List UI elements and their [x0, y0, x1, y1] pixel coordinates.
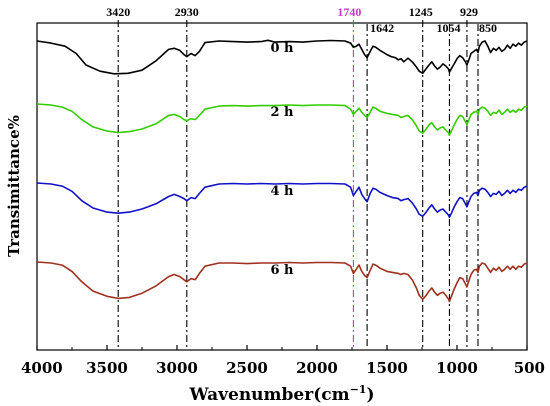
series-label-3: 6 h: [270, 263, 294, 278]
x-tick-label-1: 3500: [86, 359, 128, 377]
series-label-2: 4 h: [270, 184, 294, 199]
peak-label-3: 1642: [370, 21, 394, 35]
x-tick-label-6: 1000: [436, 359, 478, 377]
series-line-1: [36, 103, 528, 136]
series-label-1: 2 h: [270, 105, 294, 120]
series-line-0: [36, 39, 528, 75]
series-line-2: [36, 182, 528, 219]
y-axis-title: Transimittance%: [5, 115, 23, 257]
peak-label-6: 929: [460, 5, 478, 19]
x-tick-label-5: 1500: [366, 359, 408, 377]
x-axis-title: Wavenumber(cm−1): [189, 383, 375, 405]
peak-label-0: 3420: [106, 5, 130, 19]
peak-label-4: 1245: [409, 5, 433, 19]
x-tick-label-0: 4000: [21, 359, 63, 377]
peak-label-5: 1054: [436, 21, 460, 35]
series-label-0: 0 h: [270, 41, 294, 56]
series-lines: [36, 39, 528, 303]
peak-label-7: 850: [479, 21, 497, 35]
x-axis-ticks: 4000 3500 3000 2500 2000 1500 1000 500: [21, 345, 545, 377]
series-line-3: [36, 261, 528, 303]
x-tick-label-3: 2500: [226, 359, 268, 377]
series-labels: 0 h 2 h 4 h 6 h: [270, 41, 294, 278]
x-tick-label-4: 2000: [296, 359, 338, 377]
peak-label-2: 1740: [337, 5, 361, 19]
x-tick-label-2: 3000: [156, 359, 198, 377]
peak-label-1: 2930: [175, 5, 199, 19]
x-tick-label-7: 500: [514, 359, 545, 377]
